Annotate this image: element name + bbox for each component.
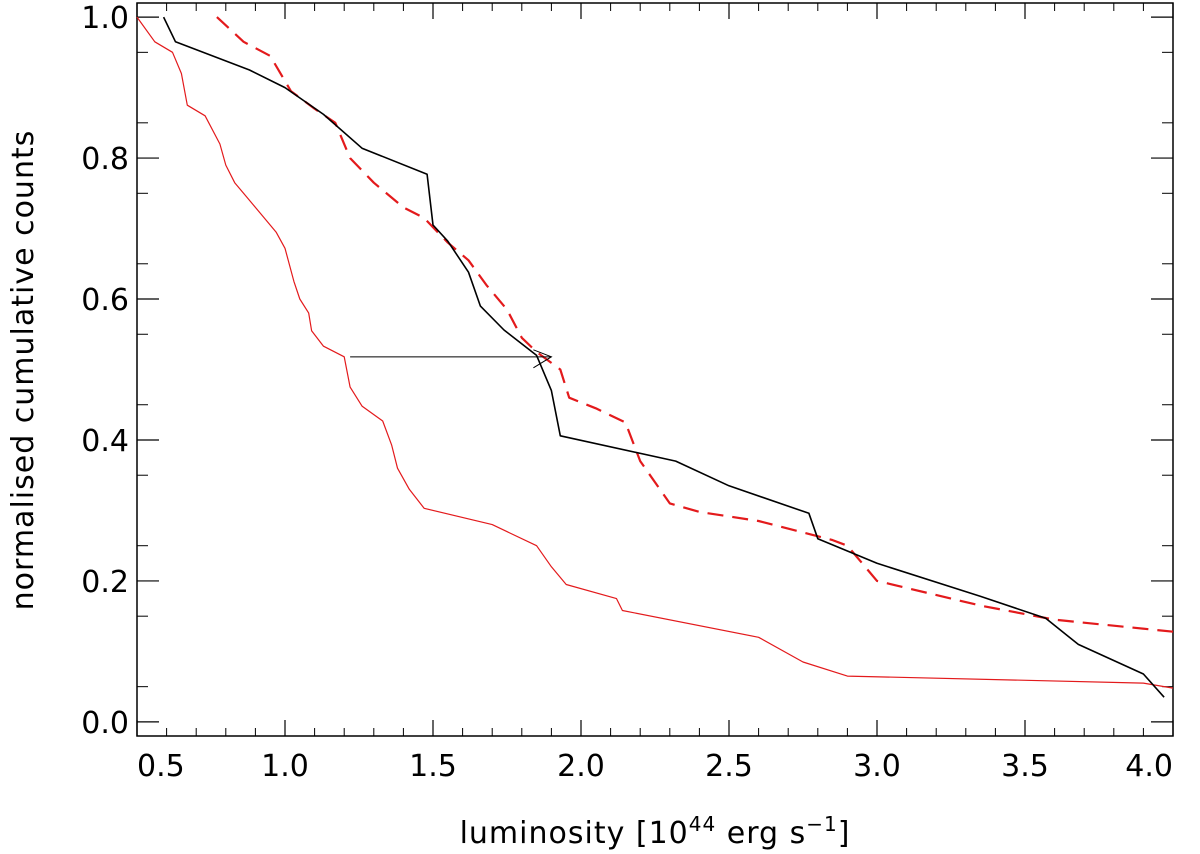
series-line-red-thin-curve [136,16,1174,689]
x-tick-label: 0.5 [137,749,185,784]
x-tick-label: 4.0 [1125,749,1173,784]
y-tick-label: 0.6 [81,283,129,318]
axis-ticks [136,3,1174,736]
y-tick-label: 0.2 [81,565,129,600]
x-tick-label: 2.0 [557,749,605,784]
y-tick-label: 1.0 [81,1,129,36]
x-tick-label: 3.0 [853,749,901,784]
y-tick-label: 0.8 [81,142,129,177]
annotations-group [350,349,553,369]
x-tick-label: 2.5 [705,749,753,784]
plot-frame [136,2,1174,737]
x-tick-label: 1.0 [261,749,309,784]
x-tick-label: 3.5 [1001,749,1049,784]
x-axis-label-exponent-1: 44 [689,812,716,836]
x-axis-label-middle: erg s [716,816,806,851]
x-axis-label-exponent-2: −1 [806,812,837,836]
tick-labels: 0.5 1.0 1.5 2.0 2.5 3.0 3.5 4.0 0.0 0.2 0.4 0.6 0.8 1… [81,1,1173,784]
series-line-red-dashed-curve [216,16,1174,633]
arrow-head [533,349,553,369]
x-axis-label: luminosity [1044 erg s−1] [460,812,851,851]
y-axis-label: normalised cumulative counts [6,130,41,611]
series-group [136,16,1174,698]
y-tick-label: 0.0 [81,706,129,741]
x-tick-label: 1.5 [409,749,457,784]
y-tick-label: 0.4 [81,424,129,459]
series-line-black-curve [162,16,1165,698]
x-axis-label-suffix: ] [838,816,851,851]
x-axis-label-prefix: luminosity [10 [460,816,689,851]
